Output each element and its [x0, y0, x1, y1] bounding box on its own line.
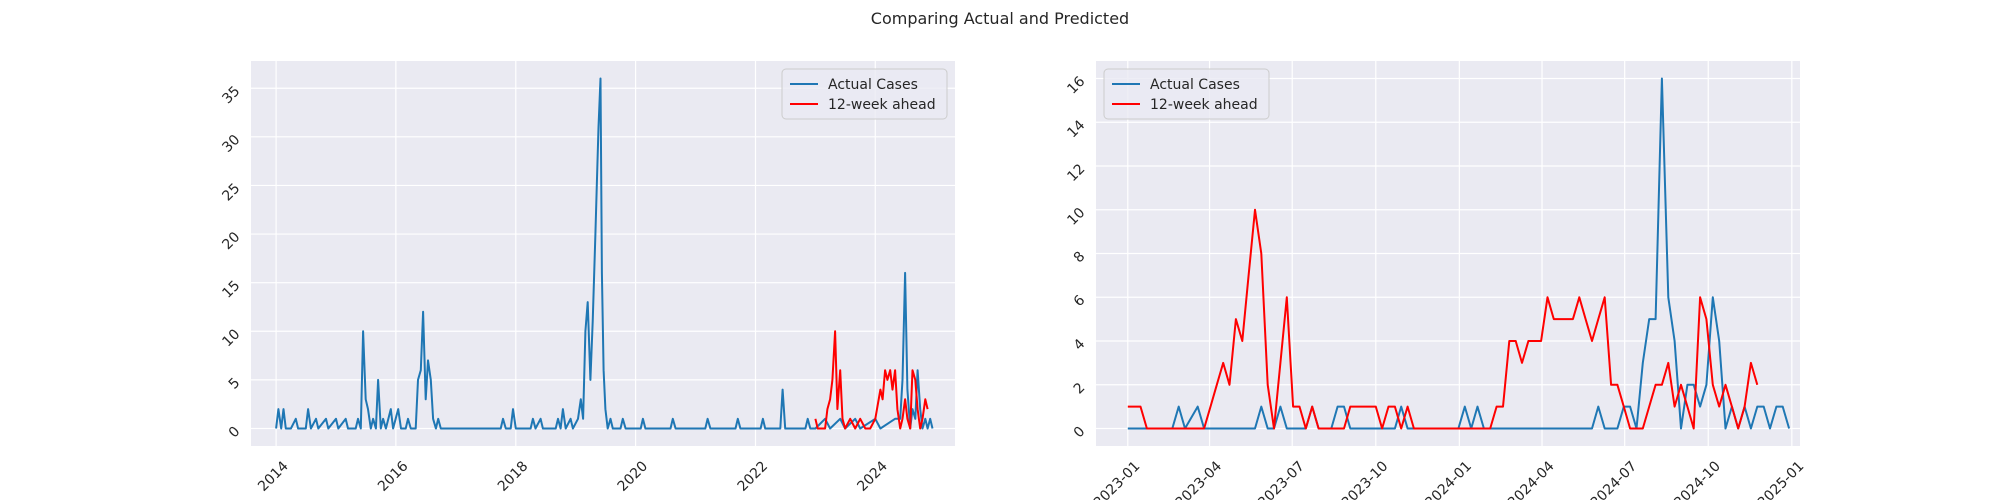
y-tick-label: 0	[1071, 424, 1089, 442]
y-tick-label: 25	[219, 180, 243, 204]
legend-label: 12-week ahead	[1150, 97, 1258, 113]
y-tick-label: 30	[219, 132, 243, 156]
x-tick-label: 2023-10	[1339, 458, 1392, 500]
x-tick-label: 2022	[735, 458, 772, 495]
figure-title: Comparing Actual and Predicted	[871, 9, 1129, 28]
y-tick-label: 8	[1071, 249, 1089, 267]
y-tick-label: 35	[219, 83, 243, 107]
y-tick-label: 14	[1064, 117, 1088, 141]
y-tick-label: 6	[1071, 292, 1089, 310]
x-tick-label: 2024	[854, 458, 891, 495]
y-tick-label: 5	[226, 375, 244, 393]
legend-label: Actual Cases	[1150, 77, 1240, 93]
plot-area	[251, 61, 955, 446]
x-tick-label: 2024-04	[1505, 458, 1558, 500]
y-tick-label: 16	[1064, 73, 1088, 97]
x-tick-label: 2023-01	[1091, 458, 1144, 500]
series-line-actual	[275, 77, 934, 430]
y-tick-label: 0	[226, 424, 244, 442]
legend-label: 12-week ahead	[828, 97, 936, 113]
x-tick-label: 2024-01	[1422, 458, 1475, 500]
series-line-predicted	[814, 330, 929, 430]
y-tick-label: 12	[1064, 161, 1088, 185]
x-tick-label: 2024-07	[1588, 458, 1641, 500]
x-tick-label: 2025-01	[1755, 458, 1808, 500]
x-tick-label: 2020	[615, 458, 652, 495]
legend	[781, 68, 948, 120]
legend	[1103, 68, 1270, 120]
legend-label: Actual Cases	[828, 77, 918, 93]
x-tick-label: 2023-07	[1255, 458, 1308, 500]
y-tick-label: 4	[1071, 336, 1089, 354]
chart-left: 0 5 10 15 20 25 30 35 2014 2016 2018 2020 2022 2024 Ac…	[219, 61, 955, 495]
y-tick-label: 2	[1071, 380, 1089, 398]
x-tick-label: 2023-04	[1172, 458, 1225, 500]
chart-right: 0 2 4 6 8 10 12 14 16 2023-01 2023-04 2023-07 2023-1…	[1064, 61, 1807, 500]
y-tick-label: 10	[1064, 205, 1088, 229]
x-tick-label: 2018	[495, 458, 532, 495]
series-line-actual	[1127, 77, 1791, 430]
x-tick-label: 2016	[375, 458, 412, 495]
series-line-predicted	[1127, 208, 1759, 430]
y-tick-label: 15	[219, 278, 243, 302]
y-tick-label: 10	[219, 326, 243, 350]
x-tick-label: 2014	[255, 458, 292, 495]
y-tick-label: 20	[219, 229, 243, 253]
x-tick-label: 2024-10	[1671, 458, 1724, 500]
